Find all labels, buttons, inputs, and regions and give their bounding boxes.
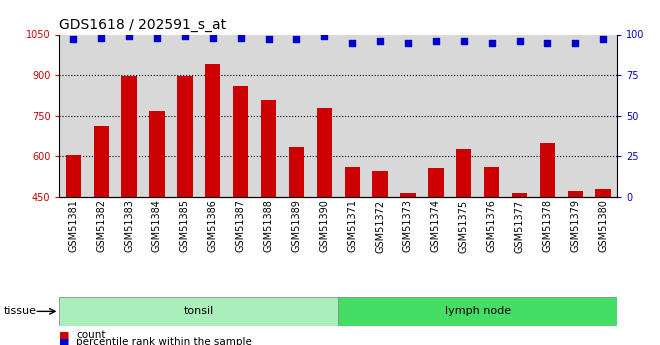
- Point: [236, 35, 246, 40]
- Text: ■: ■: [59, 337, 70, 345]
- Point: [96, 35, 106, 40]
- Point: [375, 38, 385, 44]
- Bar: [149, 111, 164, 197]
- Bar: [540, 142, 555, 197]
- Point: [459, 38, 469, 44]
- Bar: [59, 297, 338, 326]
- Bar: [595, 188, 611, 197]
- Bar: [178, 76, 193, 197]
- Point: [263, 37, 274, 42]
- Text: ■: ■: [59, 331, 70, 340]
- Bar: [94, 126, 109, 197]
- Point: [486, 40, 497, 45]
- Point: [430, 38, 441, 44]
- Text: GDS1618 / 202591_s_at: GDS1618 / 202591_s_at: [59, 18, 226, 32]
- Bar: [121, 76, 137, 197]
- Bar: [66, 155, 81, 197]
- Bar: [372, 171, 387, 197]
- Bar: [512, 193, 527, 197]
- Point: [291, 37, 302, 42]
- Point: [542, 40, 552, 45]
- Bar: [233, 86, 248, 197]
- Bar: [456, 149, 471, 197]
- Text: tonsil: tonsil: [183, 306, 214, 316]
- Point: [319, 33, 329, 39]
- Point: [68, 37, 79, 42]
- Bar: [261, 100, 276, 197]
- Bar: [401, 193, 416, 197]
- Bar: [345, 167, 360, 197]
- Point: [124, 33, 135, 39]
- Point: [207, 35, 218, 40]
- Bar: [568, 191, 583, 197]
- Point: [180, 33, 190, 39]
- Text: tissue: tissue: [3, 306, 36, 316]
- Text: lymph node: lymph node: [445, 306, 511, 316]
- Bar: [338, 297, 617, 326]
- Point: [514, 38, 525, 44]
- Point: [598, 37, 609, 42]
- Point: [152, 35, 162, 40]
- Bar: [289, 147, 304, 197]
- Bar: [428, 168, 444, 197]
- Bar: [205, 64, 220, 197]
- Point: [570, 40, 581, 45]
- Bar: [317, 108, 332, 197]
- Point: [347, 40, 358, 45]
- Point: [403, 40, 413, 45]
- Bar: [484, 167, 499, 197]
- Text: percentile rank within the sample: percentile rank within the sample: [76, 337, 251, 345]
- Text: count: count: [76, 331, 106, 340]
